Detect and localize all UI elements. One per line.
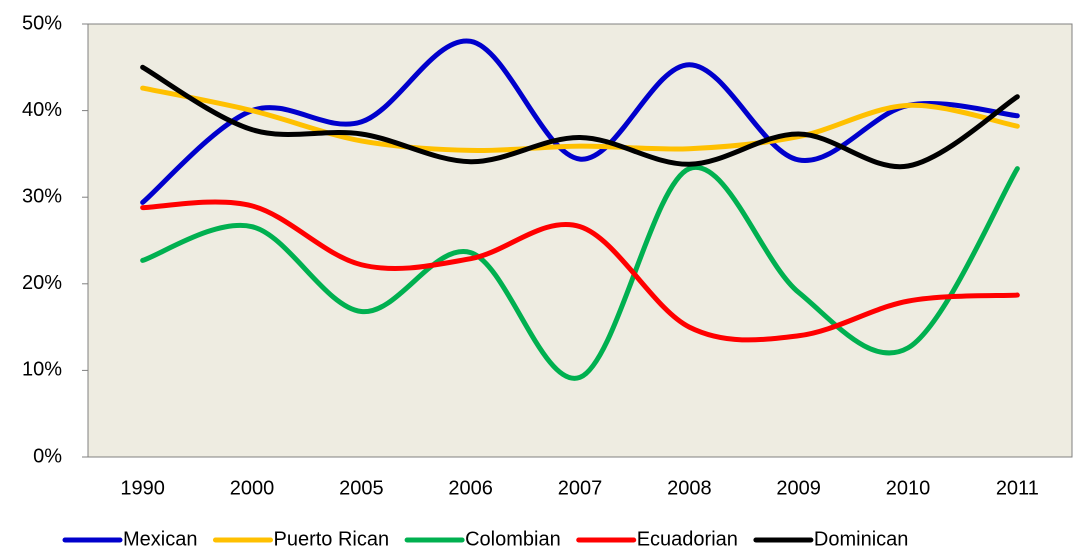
legend-label: Ecuadorian (637, 528, 738, 550)
series-line (140, 38, 1020, 205)
series-line (140, 64, 1020, 170)
series-line (140, 85, 1020, 154)
x-tick-label: 2008 (667, 477, 712, 499)
series-line (140, 164, 1020, 381)
x-tick-label: 2010 (886, 477, 931, 499)
legend-label: Mexican (123, 528, 197, 550)
x-tick-label: 2000 (230, 477, 275, 499)
legend-label: Colombian (465, 528, 561, 550)
x-tick-label: 1990 (120, 477, 165, 499)
y-tick-label: 0% (33, 445, 62, 467)
y-tick-label: 50% (22, 12, 62, 34)
legend-label: Puerto Rican (273, 528, 389, 550)
x-tick-label: 2009 (776, 477, 821, 499)
x-tick-label: 2007 (558, 477, 603, 499)
x-tick-label: 2011 (996, 477, 1039, 499)
x-tick-label: 2005 (339, 477, 384, 499)
series-line (140, 199, 1020, 343)
x-tick-label: 2006 (448, 477, 493, 499)
y-tick-label: 30% (22, 185, 62, 207)
y-tick-label: 40% (22, 99, 62, 121)
y-tick-label: 20% (22, 272, 62, 294)
plot-area (87, 23, 1073, 458)
y-tick-label: 10% (22, 359, 62, 381)
legend-label: Dominican (814, 528, 908, 550)
